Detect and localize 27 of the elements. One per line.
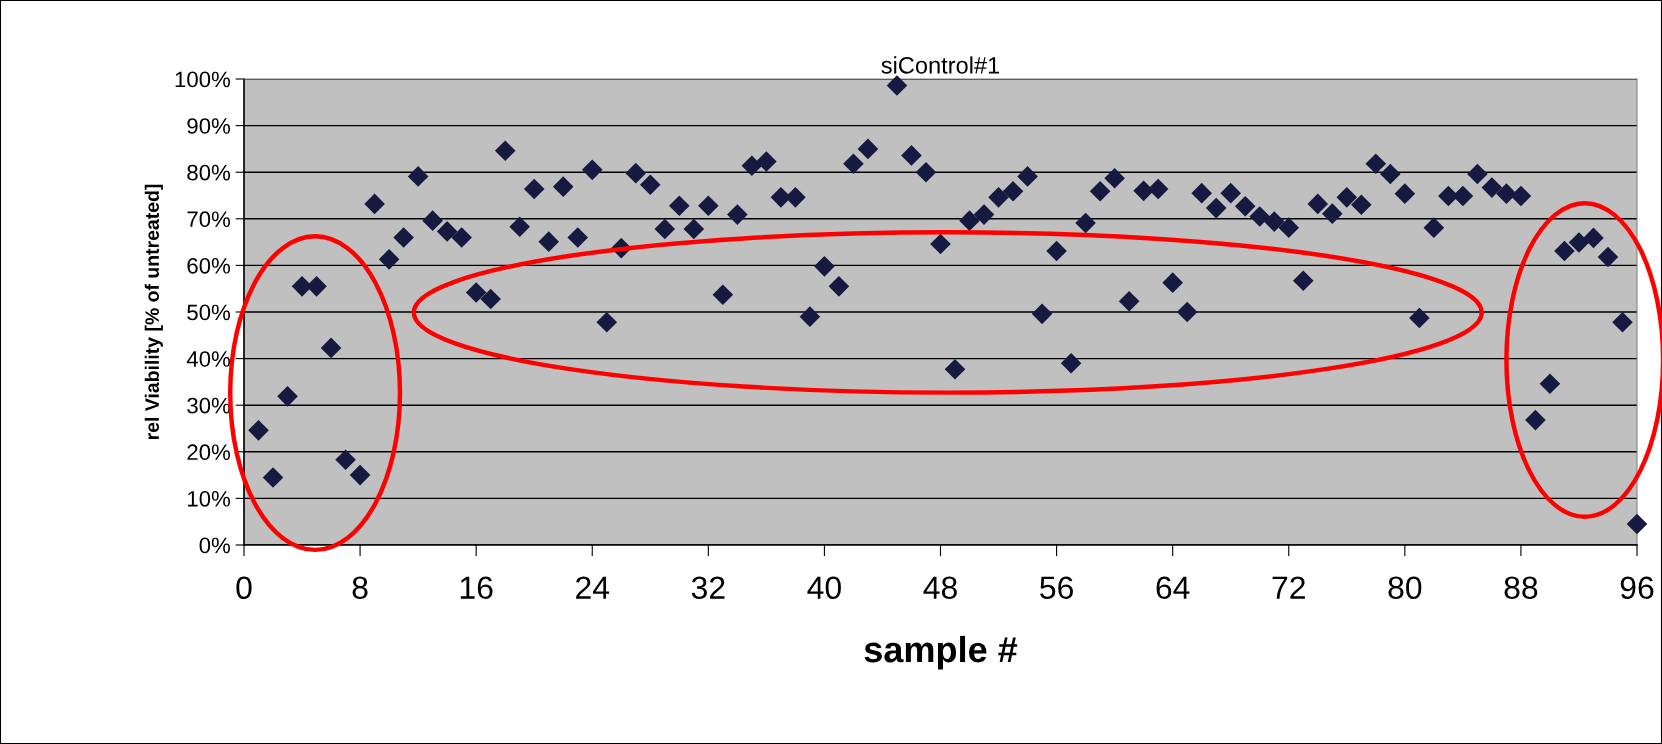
x-tick-label: 16 — [460, 576, 493, 600]
y-tick-label: 20% — [187, 444, 231, 461]
x-tick-label: 72 — [1272, 576, 1305, 599]
x-tick-label: 96 — [1620, 576, 1654, 600]
x-tick-label: 32 — [691, 576, 725, 600]
x-axis-title: sample # — [864, 635, 1018, 670]
y-tick-label: 90% — [187, 118, 231, 134]
x-tick-label: 8 — [352, 576, 368, 600]
x-tick-label: 40 — [807, 576, 841, 600]
x-tick-label: 80 — [1388, 576, 1422, 600]
y-tick-label: 100% — [175, 71, 231, 88]
y-tick-label: 60% — [187, 257, 231, 274]
y-tick-label: 80% — [187, 164, 231, 181]
y-axis-title: rel Viability [% of untreated] — [144, 184, 163, 440]
x-tick-label: 24 — [576, 576, 610, 599]
x-tick-label: 48 — [923, 576, 957, 600]
x-tick-label: 64 — [1156, 576, 1190, 600]
y-tick-label: 0% — [199, 537, 231, 554]
y-tick-label: 50% — [187, 304, 231, 321]
chart-title: siControl#1 — [881, 56, 1000, 74]
y-tick-label: 70% — [187, 211, 231, 228]
y-tick-label: 10% — [188, 490, 231, 507]
y-tick-label: 40% — [186, 351, 231, 367]
x-tick-label: 88 — [1504, 576, 1538, 600]
y-tick-label: 30% — [187, 397, 231, 414]
x-tick-label: 56 — [1040, 576, 1073, 600]
x-tick-label: 0 — [236, 576, 252, 600]
